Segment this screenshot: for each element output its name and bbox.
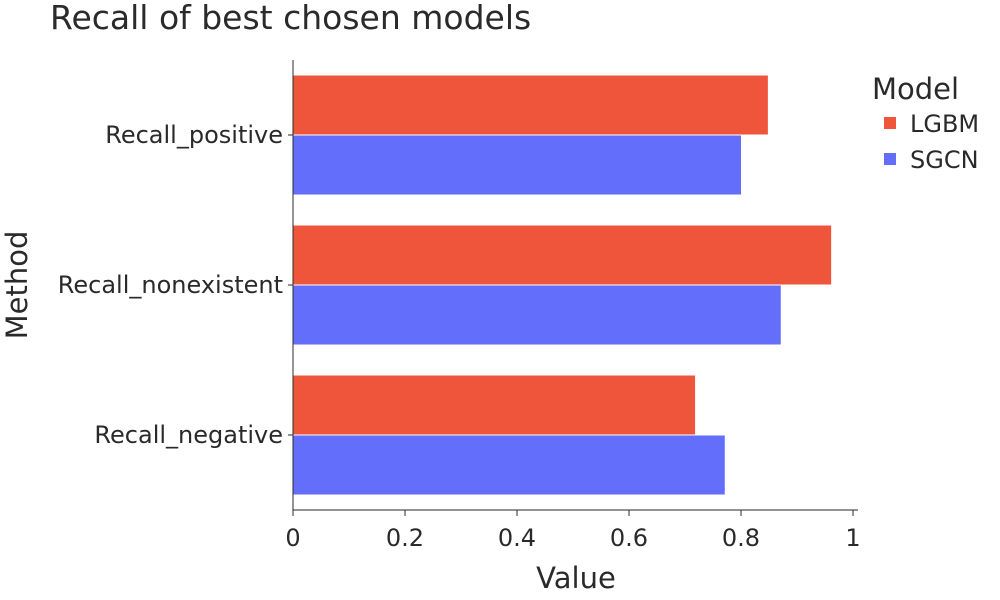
x-tick-label: 0 [285, 524, 300, 552]
y-tick-label: Recall_positive [105, 121, 283, 149]
x-tick-label: 0.8 [722, 524, 760, 552]
y-axis-title: Method [0, 231, 34, 340]
bars-group [293, 75, 832, 495]
bar-sgcn-recall-negative [293, 435, 725, 495]
legend-items: LGBM SGCN [884, 110, 979, 174]
bar-lgbm-recall-nonexistent [293, 225, 832, 285]
x-tick-label: 0.2 [386, 524, 424, 552]
x-tick-label: 0.6 [610, 524, 648, 552]
bar-sgcn-recall-positive [293, 135, 741, 195]
bar-sgcn-recall-nonexistent [293, 285, 781, 345]
y-tick-label: Recall_negative [94, 421, 283, 449]
legend: Model LGBM SGCN [872, 72, 979, 174]
chart-title: Recall of best chosen models [50, 0, 531, 37]
legend-title: Model [872, 72, 959, 106]
x-ticks-group: 0 0.2 0.4 0.6 0.8 1 [285, 510, 861, 552]
y-tick-label: Recall_nonexistent [58, 271, 283, 299]
x-tick-label: 1 [845, 524, 860, 552]
x-axis-title: Value [536, 561, 616, 595]
legend-swatch-lgbm [884, 117, 896, 129]
legend-label-lgbm: LGBM [910, 110, 979, 138]
bar-lgbm-recall-positive [293, 75, 768, 135]
legend-label-sgcn: SGCN [910, 146, 979, 174]
y-ticks-group: Recall_positive Recall_nonexistent Recall_… [58, 121, 293, 449]
legend-swatch-sgcn [884, 153, 896, 165]
bar-lgbm-recall-negative [293, 375, 696, 435]
x-tick-label: 0.4 [498, 524, 536, 552]
